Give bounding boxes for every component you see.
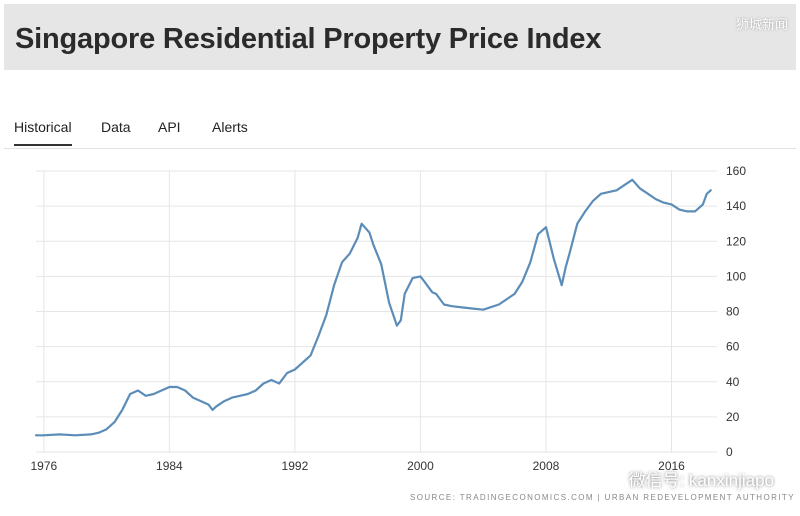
y-tick-label: 40 bbox=[726, 375, 740, 389]
x-tick-label: 2008 bbox=[533, 459, 560, 473]
price-index-chart: 0 20 40 60 80 100 120 140 160 1976 1984 1992 2000 200… bbox=[30, 164, 746, 473]
wechat-icon bbox=[606, 471, 625, 491]
y-tick-label: 160 bbox=[726, 164, 746, 178]
tab-historical[interactable]: Historical bbox=[14, 119, 72, 146]
x-tick-label: 2000 bbox=[407, 459, 434, 473]
y-tick-label: 80 bbox=[726, 305, 740, 319]
tab-alerts[interactable]: Alerts bbox=[212, 119, 248, 135]
tab-bar: Historical Data API Alerts bbox=[4, 112, 796, 149]
x-tick-label: 1984 bbox=[156, 459, 183, 473]
chart-area: 0 20 40 60 80 100 120 140 160 1976 1984 1992 2000 200… bbox=[4, 152, 796, 514]
watermark-bottom: 微信号: kanxinjiapo bbox=[606, 466, 774, 491]
y-tick-label: 120 bbox=[726, 234, 746, 248]
tab-data[interactable]: Data bbox=[101, 119, 131, 135]
source-text: SOURCE: TRADINGECONOMICS.COM | URBAN RED… bbox=[410, 493, 795, 502]
tab-api[interactable]: API bbox=[158, 119, 181, 135]
x-tick-label: 1976 bbox=[30, 459, 57, 473]
x-tick-label: 1992 bbox=[282, 459, 309, 473]
watermark-top: 狮城新闻 bbox=[735, 17, 788, 32]
y-tick-label: 140 bbox=[726, 199, 746, 213]
y-tick-label: 20 bbox=[726, 410, 740, 424]
y-tick-label: 60 bbox=[726, 340, 740, 354]
watermark-bottom-text: 微信号: kanxinjiapo bbox=[628, 471, 774, 490]
header-bar: Singapore Residential Property Price Ind… bbox=[4, 4, 796, 70]
y-tick-label: 0 bbox=[726, 445, 733, 459]
series-line bbox=[34, 178, 712, 437]
page-title: Singapore Residential Property Price Ind… bbox=[15, 23, 602, 55]
x-tick-label: 2016 bbox=[658, 459, 685, 473]
y-tick-label: 100 bbox=[726, 269, 746, 283]
